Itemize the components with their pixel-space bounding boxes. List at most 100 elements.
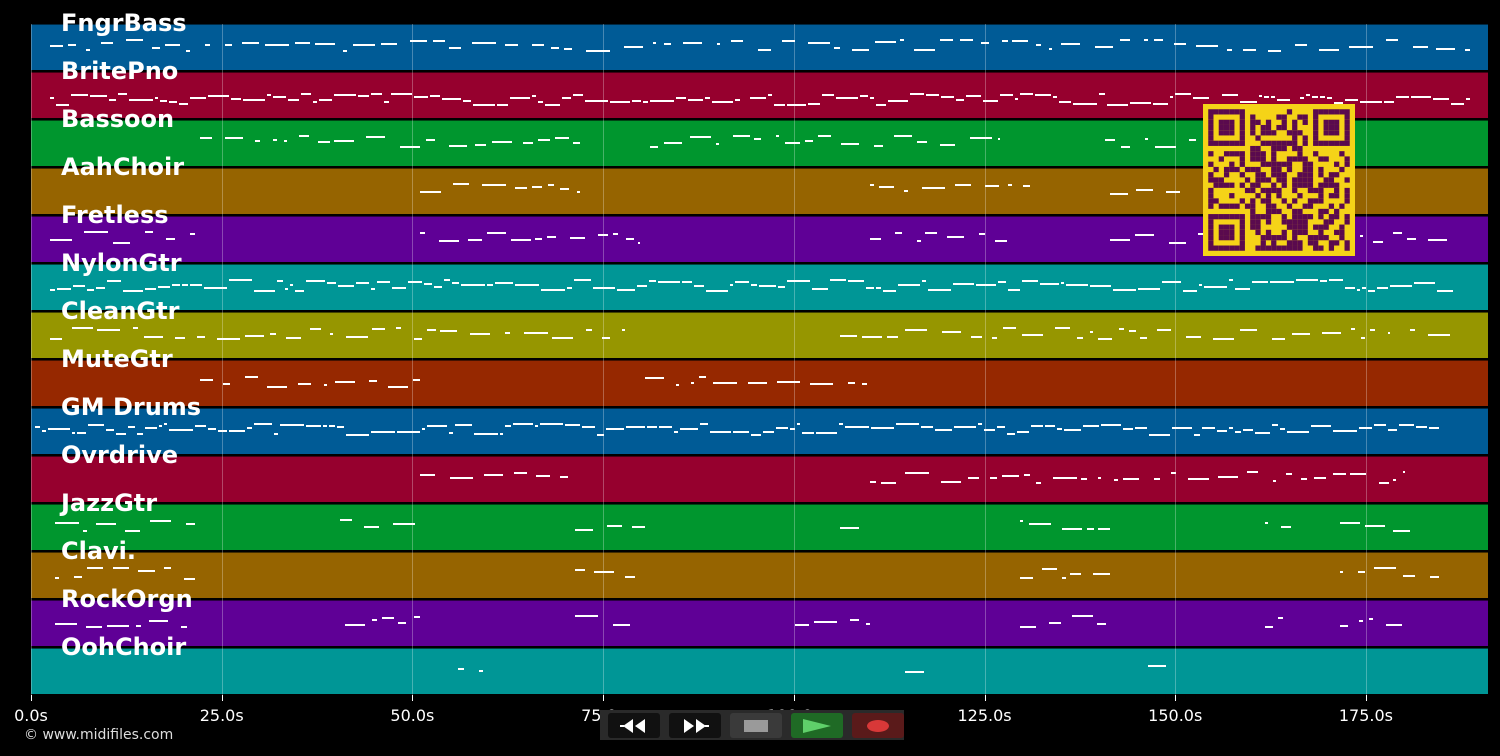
- note-mark: [1002, 475, 1019, 477]
- time-tick: [1365, 695, 1367, 701]
- note-mark: [1437, 290, 1453, 292]
- note-mark: [1359, 620, 1363, 622]
- time-tick: [1175, 695, 1177, 701]
- qr-code-icon[interactable]: [1203, 104, 1355, 256]
- note-mark: [735, 99, 740, 101]
- note-mark: [1334, 102, 1343, 104]
- note-mark: [585, 100, 608, 102]
- time-gridline: [31, 24, 32, 696]
- note-mark: [632, 100, 641, 102]
- note-mark: [816, 432, 837, 434]
- note-mark: [956, 99, 964, 101]
- note-mark: [1255, 432, 1270, 434]
- note-mark: [1123, 478, 1139, 480]
- note-mark: [879, 186, 894, 188]
- note-mark: [1008, 184, 1012, 186]
- note-mark: [777, 381, 800, 383]
- note-mark: [1235, 288, 1250, 290]
- note-mark: [475, 144, 486, 146]
- note-mark: [564, 48, 572, 50]
- note-mark: [575, 569, 585, 571]
- track-lane: [31, 600, 1488, 646]
- note-mark: [107, 625, 129, 627]
- note-mark: [225, 44, 232, 46]
- note-mark: [782, 40, 795, 42]
- note-mark: [1000, 94, 1013, 96]
- note-mark: [1057, 428, 1062, 430]
- note-mark: [1130, 102, 1151, 104]
- note-mark: [1271, 96, 1275, 98]
- note-mark: [1390, 285, 1412, 287]
- note-mark: [96, 287, 105, 289]
- note-mark: [175, 337, 185, 339]
- note-mark: [197, 336, 205, 338]
- note-mark: [1416, 426, 1427, 428]
- note-mark: [377, 281, 390, 283]
- note-mark: [420, 191, 441, 193]
- note-mark: [84, 231, 108, 233]
- note-mark: [751, 434, 761, 436]
- note-mark: [735, 281, 749, 283]
- note-mark: [1368, 290, 1375, 292]
- note-mark: [1386, 624, 1402, 626]
- note-mark: [941, 481, 961, 483]
- note-mark: [204, 287, 227, 289]
- note-mark: [129, 99, 153, 101]
- note-mark: [86, 626, 102, 628]
- note-mark: [313, 101, 317, 103]
- note-mark: [985, 185, 999, 187]
- note-mark: [874, 145, 883, 147]
- time-tick-label: 50.0s: [390, 706, 435, 725]
- rewind-button[interactable]: [608, 713, 660, 738]
- note-mark: [231, 98, 241, 100]
- note-mark: [1428, 239, 1447, 241]
- note-mark: [267, 94, 271, 96]
- note-mark: [883, 290, 896, 292]
- note-mark: [1066, 284, 1088, 286]
- note-mark: [763, 431, 774, 433]
- note-mark: [442, 98, 461, 100]
- note-mark: [267, 386, 287, 388]
- note-mark: [392, 287, 406, 289]
- note-mark: [1362, 287, 1366, 289]
- note-mark: [1393, 479, 1396, 481]
- note-mark: [1286, 473, 1292, 475]
- note-mark: [334, 94, 356, 96]
- note-mark: [840, 527, 859, 529]
- note-mark: [1053, 96, 1057, 98]
- note-mark: [1129, 330, 1136, 332]
- note-mark: [427, 329, 436, 331]
- note-mark: [1314, 477, 1326, 479]
- note-mark: [841, 143, 859, 145]
- note-mark: [545, 104, 560, 106]
- note-mark: [450, 477, 473, 479]
- note-mark: [208, 428, 216, 430]
- note-mark: [688, 99, 703, 101]
- note-mark: [511, 239, 531, 241]
- note-mark: [983, 100, 998, 102]
- note-mark: [116, 433, 126, 435]
- note-mark: [155, 97, 158, 99]
- track-name: GM Drums: [61, 393, 202, 421]
- note-mark: [1105, 139, 1115, 141]
- note-mark: [871, 427, 894, 429]
- play-button[interactable]: [791, 713, 843, 738]
- note-mark: [876, 104, 886, 106]
- note-mark: [463, 100, 471, 102]
- time-tick-label: 25.0s: [199, 706, 244, 725]
- note-mark: [613, 624, 630, 626]
- time-tick: [603, 695, 605, 701]
- note-mark: [113, 567, 129, 569]
- note-mark: [947, 236, 964, 238]
- note-mark: [1170, 96, 1173, 98]
- fast-forward-button[interactable]: [669, 713, 721, 738]
- stop-button[interactable]: [730, 713, 782, 738]
- record-button[interactable]: [852, 713, 904, 738]
- note-mark: [575, 529, 593, 531]
- note-mark: [1222, 94, 1238, 96]
- note-mark: [626, 426, 645, 428]
- note-mark: [1002, 40, 1008, 42]
- note-mark: [1061, 282, 1064, 284]
- note-mark: [1436, 48, 1455, 50]
